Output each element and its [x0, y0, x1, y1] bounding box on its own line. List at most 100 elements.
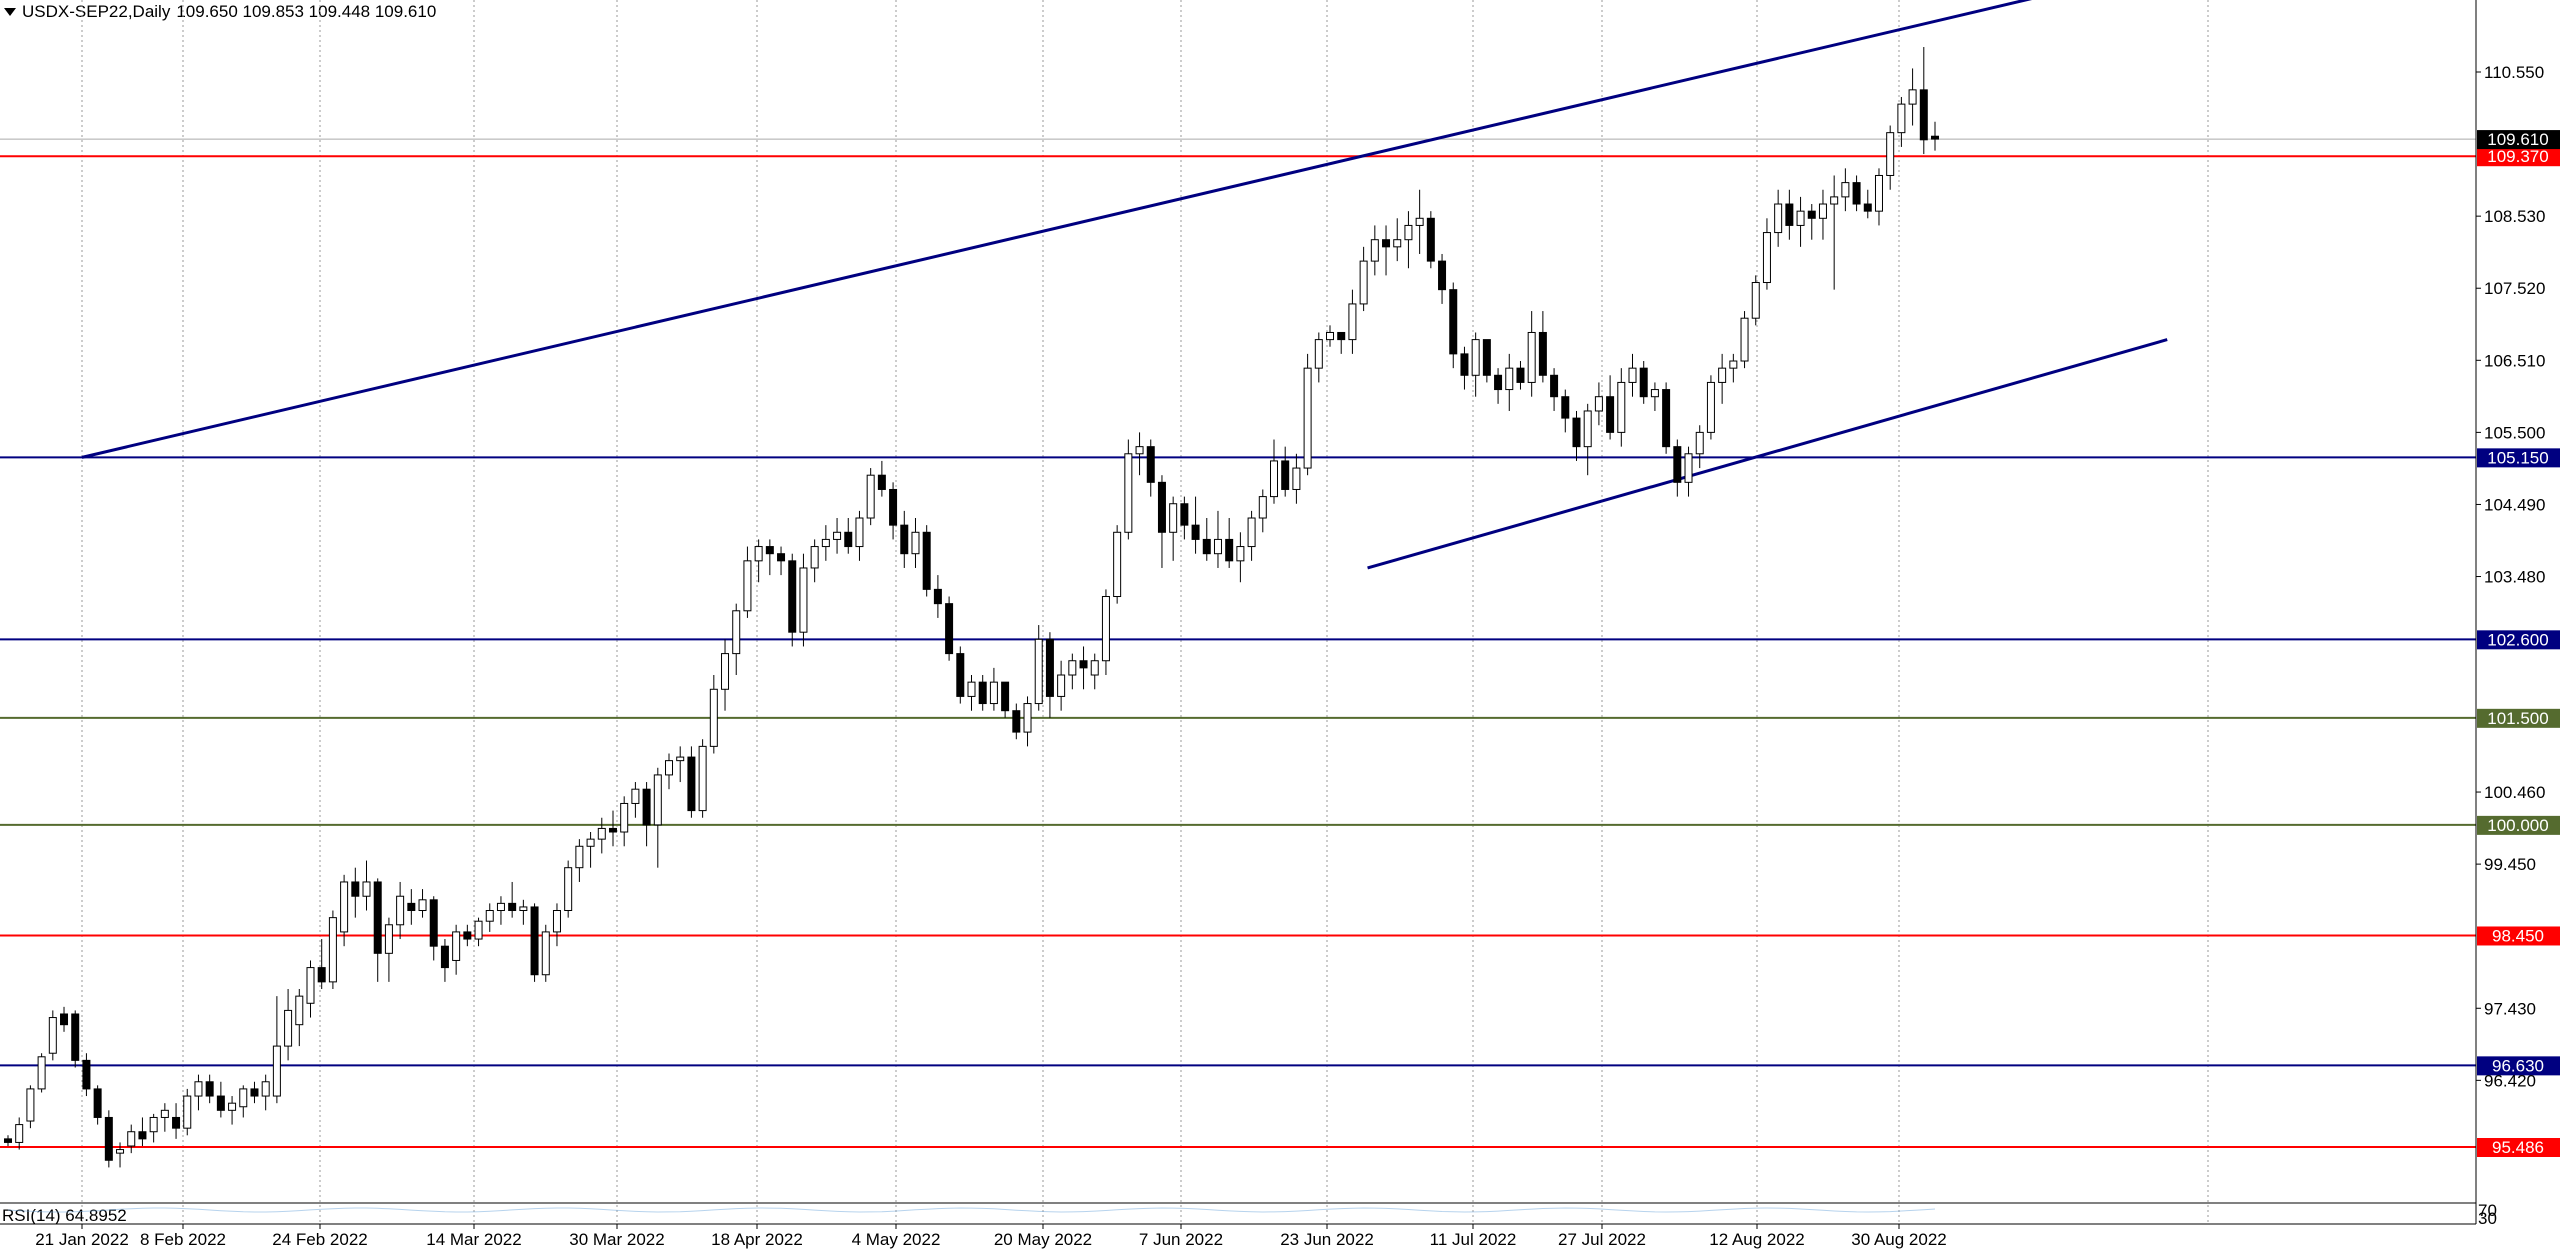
candle-body-bull	[1628, 367, 1637, 383]
candle	[1258, 489, 1267, 533]
price-tick-label: 107.520	[2484, 279, 2545, 298]
date-tick-label: 24 Feb 2022	[272, 1230, 367, 1249]
candle	[911, 518, 920, 568]
candle	[1314, 332, 1323, 383]
date-tick-label: 30 Mar 2022	[569, 1230, 664, 1249]
candle-body-bull	[328, 917, 337, 983]
level-1-tag-label: 105.150	[2487, 448, 2548, 467]
candle	[463, 924, 472, 947]
candle-body-bear	[1662, 389, 1671, 448]
candle-body-bear	[777, 553, 786, 562]
candle	[48, 1010, 57, 1061]
candle-body-bear	[1550, 374, 1559, 398]
ohlc-readout: 109.650 109.853 109.448 109.610	[176, 2, 437, 21]
candle	[1135, 432, 1144, 476]
candle-body-bull	[743, 560, 752, 612]
candle-body-bull	[1359, 260, 1368, 305]
candle	[743, 546, 752, 618]
candle	[228, 1096, 237, 1125]
candle	[1157, 475, 1166, 568]
candle	[1202, 518, 1211, 561]
candle-body-bear	[1460, 353, 1469, 376]
candle	[1370, 225, 1379, 276]
candle	[104, 1110, 113, 1168]
candle	[172, 1103, 181, 1139]
candle-body-bear	[93, 1088, 102, 1118]
candle	[1494, 368, 1503, 404]
candle-body-bear	[250, 1088, 259, 1097]
date-tick-label: 20 May 2022	[994, 1230, 1092, 1249]
price-tick-label: 110.550	[2484, 63, 2544, 82]
candle-body-bear	[172, 1116, 181, 1129]
candle	[1113, 525, 1122, 604]
candle-body-bull	[1471, 339, 1480, 376]
candle	[1931, 121, 1939, 151]
candle-body-bull	[1897, 103, 1906, 134]
candle-body-bear	[608, 827, 617, 833]
candle	[474, 917, 483, 947]
candle-body-bull	[586, 838, 595, 847]
candle-body-bull	[1729, 360, 1738, 369]
candle-body-bull	[1650, 389, 1659, 398]
candle-body-bear	[1516, 367, 1525, 383]
candle-body-bear	[4, 1138, 12, 1143]
candle	[1639, 361, 1648, 404]
candle	[665, 753, 674, 790]
candle-body-bear	[373, 881, 382, 954]
candle	[1774, 189, 1783, 247]
candle-body-bull	[1068, 660, 1077, 676]
candle	[1146, 439, 1155, 497]
candle-body-bull	[26, 1088, 35, 1122]
candle-body-bear	[351, 881, 360, 897]
price-tick-label: 105.500	[2484, 423, 2545, 442]
candle	[1852, 175, 1861, 212]
candle-body-bull	[575, 845, 584, 869]
trendlines	[81, 0, 2168, 570]
candle-body-bull	[1841, 182, 1850, 198]
candle-body-bear	[1863, 203, 1872, 212]
candle-body-bull	[1023, 703, 1032, 733]
candle	[866, 468, 875, 526]
candle	[340, 874, 349, 947]
symbol-label: USDX-SEP22,Daily	[22, 2, 171, 21]
candle-body-bear	[956, 653, 965, 697]
candle	[138, 1117, 147, 1147]
candle-body-bear	[1180, 503, 1189, 526]
candle	[631, 782, 640, 818]
candle	[1012, 703, 1021, 740]
candle	[1695, 425, 1704, 469]
candle	[127, 1124, 136, 1154]
candle	[508, 881, 517, 918]
candle	[306, 960, 315, 1018]
candle-body-bull	[1393, 239, 1402, 248]
candle	[564, 860, 573, 918]
candle-body-bull	[396, 895, 405, 926]
current-price-tag-label: 109.610	[2487, 130, 2548, 149]
candle-body-bear	[1538, 331, 1547, 376]
candle-body-bear	[205, 1081, 214, 1097]
candle-body-bear	[1807, 210, 1816, 219]
candle	[765, 539, 774, 576]
candle	[1628, 353, 1637, 397]
candle	[496, 896, 505, 925]
candle-body-bull	[1874, 174, 1883, 212]
candle-body-bull	[1258, 496, 1267, 519]
price-tick-label: 96.420	[2484, 1071, 2536, 1090]
candle	[1785, 189, 1794, 240]
candle-body-bull	[228, 1102, 237, 1111]
candle-body-bull	[261, 1081, 270, 1097]
candle-body-bear	[1382, 239, 1391, 248]
candle-body-bull	[1213, 538, 1222, 555]
candle-body-bear	[877, 474, 886, 490]
candle	[1023, 696, 1032, 747]
candle	[1426, 211, 1435, 269]
candle	[1471, 332, 1480, 397]
dropdown-triangle-icon[interactable]	[4, 8, 16, 16]
trendline-1	[1367, 338, 2168, 570]
candle	[429, 896, 438, 961]
candle-body-bull	[1101, 596, 1110, 662]
candle-body-bull	[1774, 203, 1783, 234]
candle-body-bear	[530, 906, 539, 976]
candle-body-bull	[1740, 317, 1749, 362]
